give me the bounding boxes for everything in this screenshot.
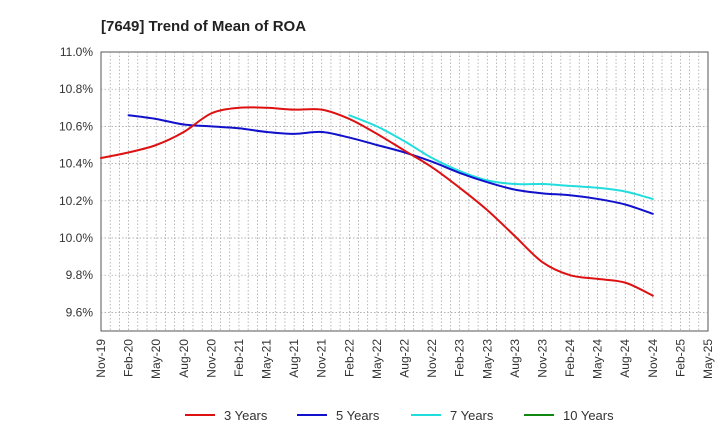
x-tick-label: Nov-22 [425, 339, 439, 378]
y-tick-label: 10.4% [59, 157, 93, 171]
x-tick-label: Nov-23 [535, 339, 549, 378]
x-tick-label: Aug-23 [508, 339, 522, 378]
x-tick-label: Feb-24 [563, 339, 577, 377]
axis-layer: 9.6% 9.8% 10.0% 10.2% 10.4% 10.6% 10.8% 11.0% No… [59, 45, 715, 379]
grid-layer [100, 51, 709, 332]
x-tick-label: Nov-20 [204, 339, 218, 378]
x-tick-label: May-21 [260, 339, 274, 379]
x-tick-label: Nov-19 [94, 339, 108, 378]
y-tick-label: 9.6% [66, 305, 94, 319]
legend-item-10-years: 10 Years [524, 408, 614, 423]
x-tick-label: Aug-21 [287, 339, 301, 378]
legend-label-10-years: 10 Years [563, 408, 614, 423]
y-tick-label: 10.2% [59, 194, 93, 208]
y-tick-label: 10.8% [59, 82, 93, 96]
x-tick-label: Nov-24 [646, 339, 660, 378]
series-line-3-years [100, 106, 654, 297]
x-tick-label: Aug-24 [618, 339, 632, 378]
x-tick-label: Feb-22 [342, 339, 356, 377]
x-tick-label: Aug-20 [177, 339, 191, 378]
x-tick-label: May-24 [591, 339, 605, 379]
x-tick-label: May-20 [149, 339, 163, 379]
legend-label-3-years: 3 Years [224, 408, 268, 423]
legend-item-7-years: 7 Years [411, 408, 494, 423]
x-tick-label: Feb-20 [122, 339, 136, 377]
series-line-7-years [348, 114, 654, 200]
legend-label-5-years: 5 Years [336, 408, 380, 423]
chart-title: [7649] Trend of Mean of ROA [101, 18, 306, 35]
y-tick-label: 10.0% [59, 231, 93, 245]
legend-label-7-years: 7 Years [450, 408, 494, 423]
x-tick-label: Nov-21 [315, 339, 329, 378]
y-tick-label: 10.6% [59, 119, 93, 133]
x-tick-label: Feb-25 [673, 339, 687, 377]
legend-item-5-years: 5 Years [297, 408, 380, 423]
x-tick-label: May-25 [701, 339, 715, 379]
legend: 3 Years 5 Years 7 Years 10 Years [185, 408, 614, 423]
y-tick-label: 11.0% [60, 45, 93, 59]
legend-item-3-years: 3 Years [185, 408, 268, 423]
x-tick-label: Aug-22 [398, 339, 412, 378]
x-tick-label: May-23 [480, 339, 494, 379]
plot-frame [100, 51, 709, 332]
x-tick-label: May-22 [370, 339, 384, 379]
x-tick-label: Feb-21 [232, 339, 246, 377]
series-line-5-years [127, 114, 654, 215]
series-layer [100, 106, 654, 297]
y-tick-label: 9.8% [66, 268, 94, 282]
x-tick-label: Feb-23 [453, 339, 467, 377]
